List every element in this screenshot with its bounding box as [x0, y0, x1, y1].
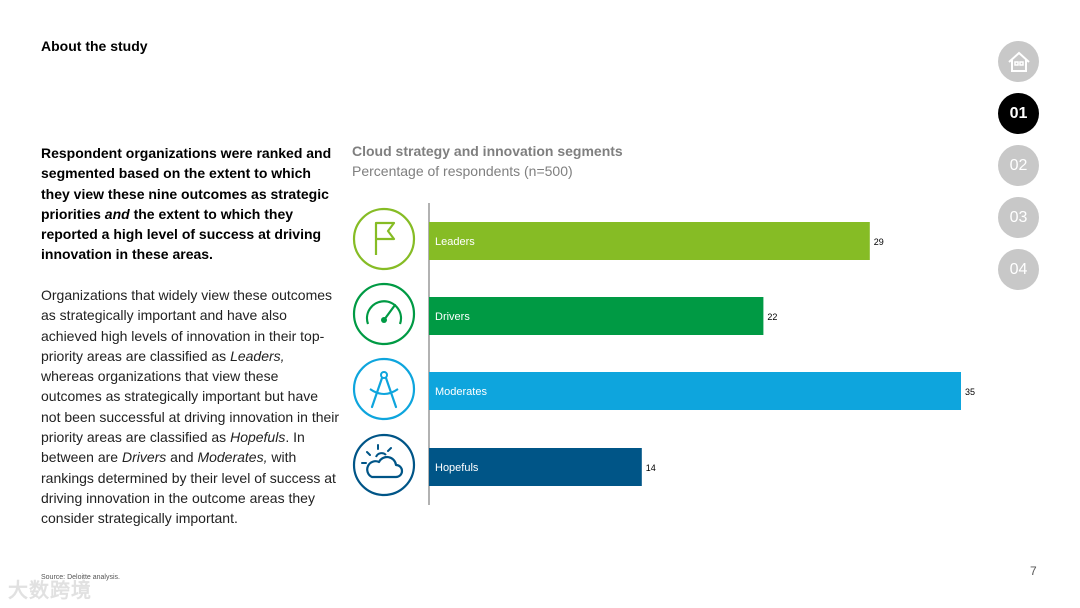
chart-subtitle: Percentage of respondents (n=500)	[352, 163, 573, 179]
gauge-icon	[352, 282, 416, 346]
nav-item-03[interactable]: 03	[998, 197, 1039, 238]
flag-shape	[374, 221, 396, 255]
cloud-shape	[366, 455, 404, 479]
data-label-moderates: 35	[965, 387, 975, 397]
nav-item-04[interactable]: 04	[998, 249, 1039, 290]
sun-arc	[375, 452, 387, 458]
gauge-needle	[382, 303, 397, 322]
chart-title: Cloud strategy and innovation segments	[352, 143, 623, 159]
home-nav-button[interactable]	[998, 41, 1039, 82]
bar-label-hopefuls: Hopefuls	[435, 462, 479, 474]
sun-rays	[361, 444, 392, 464]
icon-ring	[352, 282, 416, 346]
bar-label-leaders: Leaders	[435, 236, 475, 248]
nav-item-02[interactable]: 02	[998, 145, 1039, 186]
bar-hopefuls	[429, 448, 642, 486]
icon-ring	[352, 433, 416, 497]
page-number: 7	[1030, 564, 1037, 578]
bar-label-moderates: Moderates	[435, 386, 487, 398]
intro-body: Organizations that widely view these out…	[41, 287, 340, 527]
bar-leaders	[429, 222, 870, 260]
compass-top	[380, 371, 388, 379]
nav-item-01[interactable]: 01	[998, 93, 1039, 134]
intro-heading: Respondent organizations were ranked and…	[41, 145, 332, 263]
compass-icon	[352, 357, 416, 421]
bar-drivers	[429, 297, 764, 335]
bar-moderates	[429, 372, 961, 410]
source-note: Source: Deloitte analysis.	[41, 574, 120, 581]
gauge-arc	[365, 300, 403, 325]
home-icon	[1007, 51, 1030, 72]
flag-icon	[352, 207, 416, 271]
compass-arc	[369, 388, 399, 395]
icon-ring	[352, 357, 416, 421]
gauge-hub	[381, 317, 387, 323]
weather-icon	[352, 433, 416, 497]
page-title: About the study	[41, 38, 148, 54]
data-label-hopefuls: 14	[646, 463, 656, 473]
watermark: 大数跨境	[8, 580, 92, 602]
bar-label-drivers: Drivers	[435, 311, 470, 323]
data-label-drivers: 22	[767, 312, 777, 322]
data-label-leaders: 29	[874, 237, 884, 247]
